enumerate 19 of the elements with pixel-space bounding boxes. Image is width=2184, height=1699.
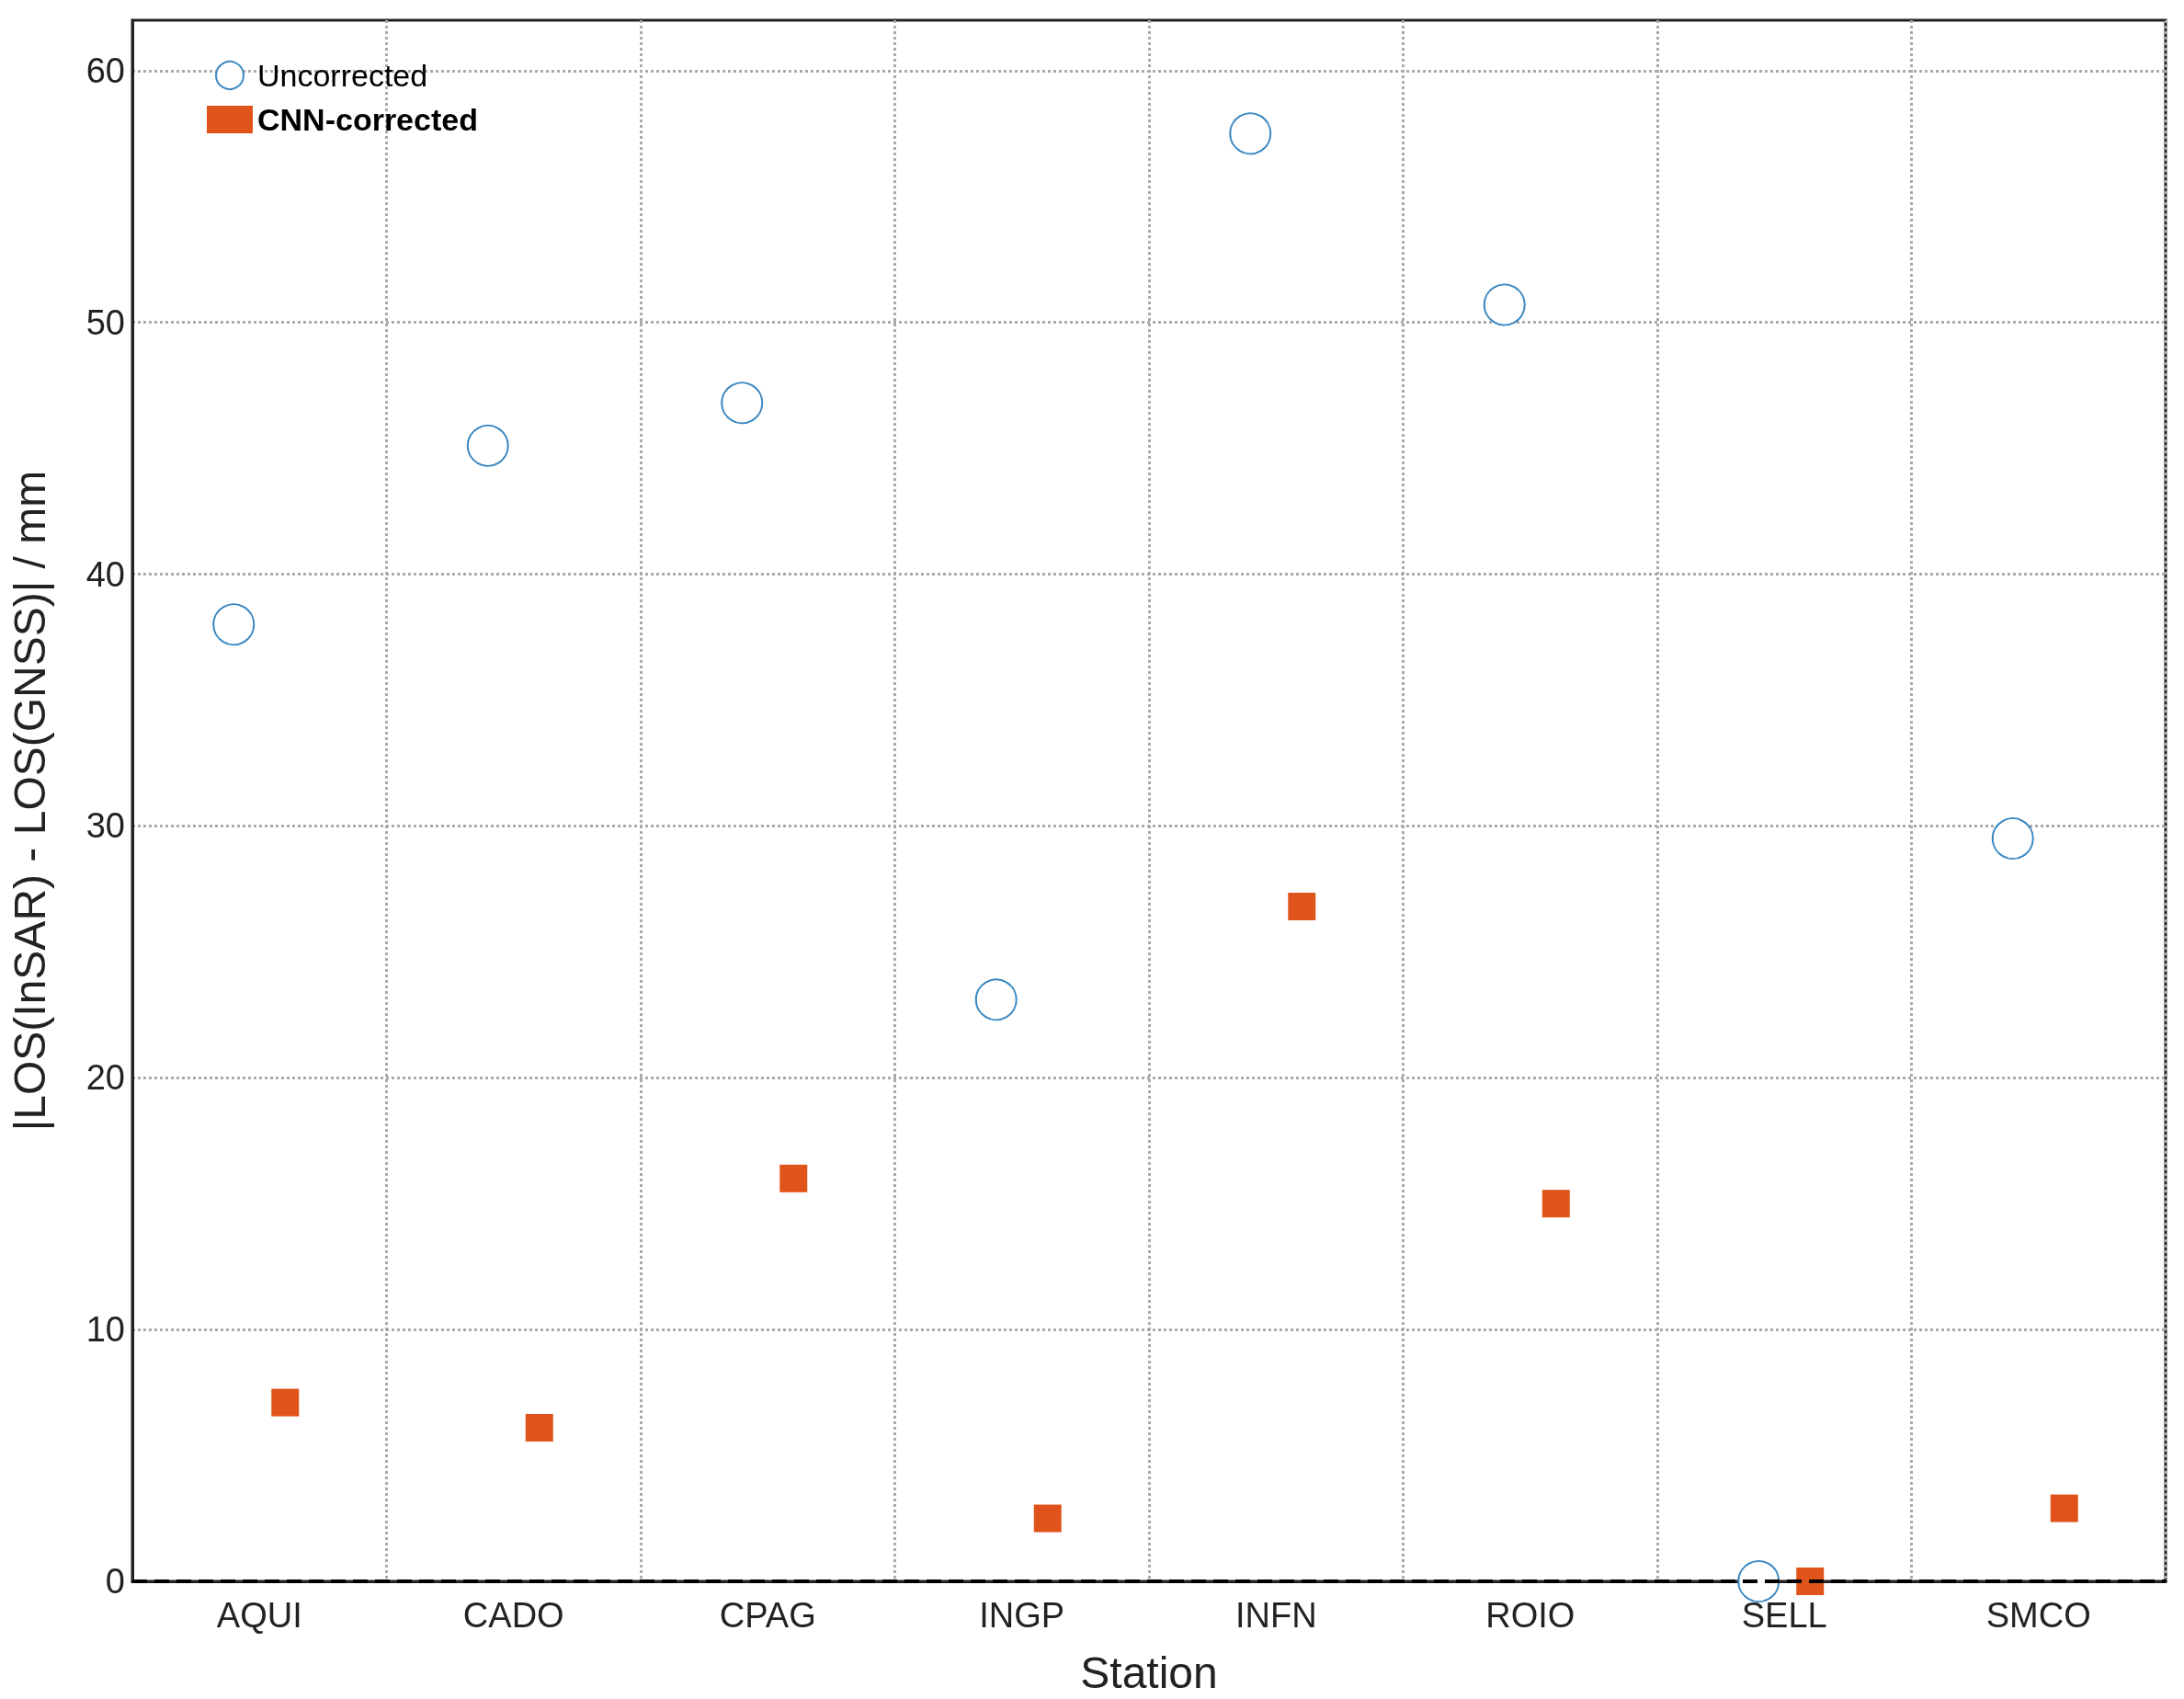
y-tick-label: 50 xyxy=(85,302,125,342)
x-tick-label: INGP xyxy=(979,1596,1065,1635)
y-tick-label: 30 xyxy=(85,806,125,846)
y-tick-label: 40 xyxy=(85,554,125,594)
legend-label: Uncorrected xyxy=(257,58,428,93)
y-axis-title: |LOS(InSAR) - LOS(GNSS)| / mm xyxy=(5,470,54,1132)
x-tick-label: SELL xyxy=(1741,1596,1827,1635)
y-tick-label: 20 xyxy=(85,1058,125,1098)
x-tick-label: AQUI xyxy=(216,1596,302,1635)
y-tick-label: 10 xyxy=(85,1310,125,1350)
x-axis-title: Station xyxy=(1080,1648,1218,1697)
x-tick-label: CPAG xyxy=(719,1596,816,1635)
x-tick-label: ROIO xyxy=(1485,1596,1575,1635)
y-tick-label: 60 xyxy=(85,51,125,90)
x-tick-label: CADO xyxy=(462,1596,564,1635)
x-tick-label: SMCO xyxy=(1985,1596,2091,1635)
x-tick-label: INFN xyxy=(1234,1596,1317,1635)
legend-label: CNN-corrected xyxy=(257,102,478,137)
y-tick-label: 0 xyxy=(105,1562,125,1601)
